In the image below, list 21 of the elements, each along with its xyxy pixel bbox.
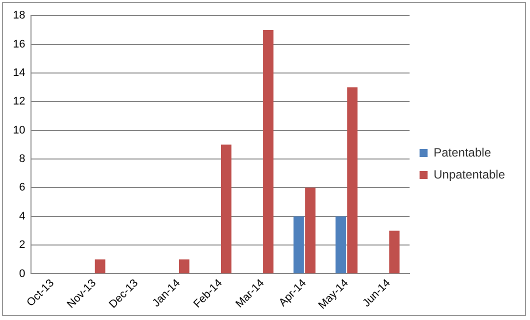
bar (94, 259, 106, 274)
y-tick-label: 12 (12, 96, 26, 108)
bar (294, 216, 304, 274)
bar (336, 216, 346, 274)
legend-label: Patentable (434, 145, 492, 160)
y-tick-label: 6 (19, 182, 26, 194)
bar (347, 87, 358, 274)
y-tick-label: 2 (19, 239, 26, 252)
y-tick-label: 16 (12, 38, 26, 50)
bar (263, 30, 274, 274)
legend-label: Unpatentable (434, 167, 506, 182)
bar (305, 188, 316, 274)
bar (389, 230, 400, 274)
bar (178, 259, 190, 274)
y-tick-label: 0 (19, 268, 26, 280)
y-tick-label: 4 (19, 210, 26, 222)
bar (221, 144, 232, 274)
y-tick-label: 18 (12, 10, 26, 22)
y-tick-label: 10 (12, 124, 26, 136)
y-tick-label: 8 (19, 153, 26, 166)
y-tick-label: 14 (12, 66, 26, 79)
